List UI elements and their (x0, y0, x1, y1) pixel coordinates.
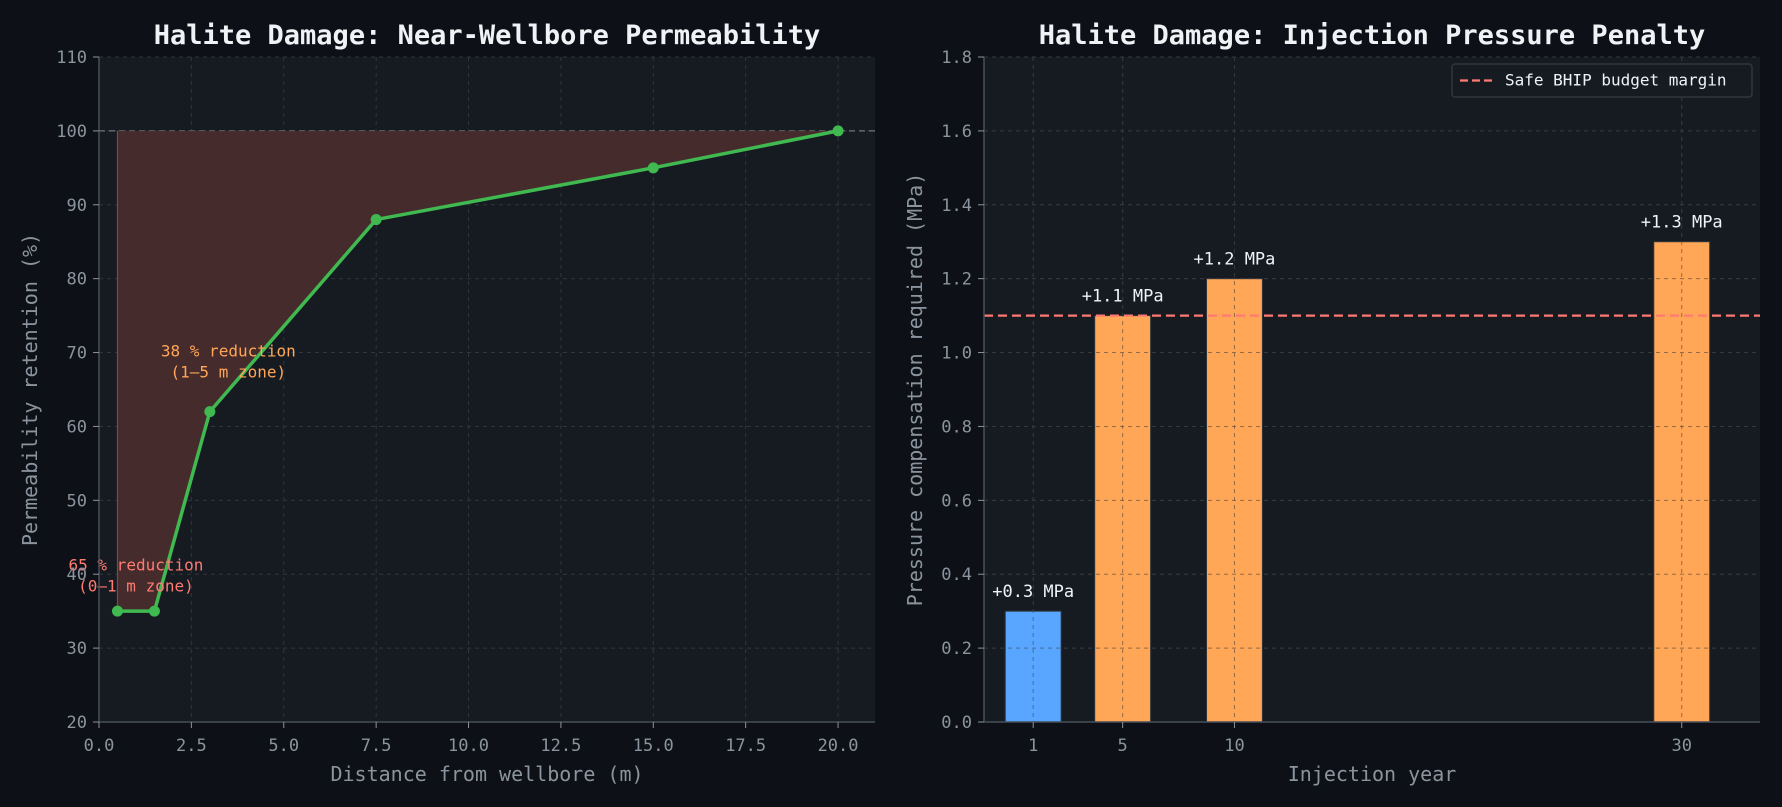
pressure-bar-value-label: +0.3 MPa (992, 582, 1074, 602)
permeability-y-tick-label: 110 (56, 48, 87, 68)
legend-threshold-label: Safe BHIP budget margin (1505, 71, 1727, 90)
pressure-y-tick-label: 0.2 (941, 639, 972, 659)
permeability-loss-area (117, 130, 839, 612)
pressure-ticks: 1 5 10 30 0.0 0.2 0.4 0.6 0.8 1.0 1.2 1.4 1.6 1.8 (941, 48, 1692, 756)
permeability-ticks: 0.0 2.5 5.0 7.5 10.0 12.5 15.0 17.5 20.0 20 30 40 50… (56, 48, 858, 756)
permeability-x-tick-label: 10.0 (448, 736, 489, 756)
pressure-bar-value-label: +1.2 MPa (1194, 250, 1276, 270)
permeability-x-tick-label: 7.5 (361, 736, 392, 756)
permeability-x-tick-label: 20.0 (818, 736, 859, 756)
pressure-y-tick-label: 1.2 (941, 270, 972, 290)
permeability-y-tick-label: 100 (56, 122, 87, 142)
pressure-chart-title: Halite Damage: Injection Pressure Penalt… (1039, 20, 1705, 51)
pressure-x-tick-label: 30 (1671, 736, 1691, 756)
permeability-line (117, 129, 839, 613)
pressure-x-axis-label: Injection year (1288, 762, 1457, 786)
pressure-penalty-chart: +0.3 MPa +1.1 MPa +1.2 MPa +1.3 MPa 1 5 10 30 0… (903, 20, 1760, 786)
permeability-x-axis-label: Distance from wellbore (m) (330, 762, 643, 786)
legend-box (1451, 63, 1753, 98)
pressure-bar-labels: +0.3 MPa +1.1 MPa +1.2 MPa +1.3 MPa (992, 213, 1722, 602)
permeability-point (111, 605, 123, 617)
pressure-y-tick-label: 1.4 (941, 196, 972, 216)
pressure-y-tick-label: 1.6 (941, 122, 972, 142)
permeability-annotations: 65 % reduction (0–1 m zone) 38 % reduction… (69, 341, 296, 595)
pressure-x-tick-label: 10 (1224, 736, 1244, 756)
permeability-point (647, 162, 659, 174)
permeability-y-tick-label: 40 (67, 565, 87, 585)
pressure-y-tick-label: 1.8 (941, 48, 972, 68)
permeability-x-tick-label: 15.0 (633, 736, 674, 756)
permeability-point (148, 605, 160, 617)
permeability-point (832, 125, 844, 137)
permeability-chart: 65 % reduction (0–1 m zone) 38 % reduction… (18, 20, 875, 786)
pressure-y-tick-label: 0.4 (941, 565, 972, 585)
pressure-y-tick-label: 0.0 (941, 713, 972, 733)
permeability-y-tick-label: 60 (67, 417, 87, 437)
permeability-x-tick-label: 12.5 (540, 736, 581, 756)
permeability-x-tick-label: 5.0 (268, 736, 299, 756)
pressure-y-tick-label: 0.8 (941, 417, 972, 437)
permeability-y-tick-label: 70 (67, 344, 87, 364)
permeability-annotation: 38 % reduction (1–5 m zone) (161, 341, 296, 381)
permeability-point (204, 406, 216, 418)
pressure-y-tick-label: 1.0 (941, 344, 972, 364)
permeability-point (370, 214, 382, 226)
pressure-legend: Safe BHIP budget margin (1451, 63, 1753, 98)
permeability-y-tick-label: 80 (67, 270, 87, 290)
pressure-axes (983, 57, 1760, 723)
pressure-bar-value-label: +1.3 MPa (1641, 213, 1723, 233)
permeability-series (111, 125, 844, 617)
permeability-y-axis-label: Permeability retention (%) (18, 233, 42, 546)
permeability-x-tick-label: 0.0 (84, 736, 115, 756)
pressure-x-tick-label: 1 (1028, 736, 1038, 756)
pressure-bar-value-label: +1.1 MPa (1082, 287, 1164, 307)
permeability-y-tick-label: 20 (67, 713, 87, 733)
permeability-chart-title: Halite Damage: Near-Wellbore Permeabilit… (154, 20, 820, 51)
pressure-y-axis-label: Pressure compensation required (MPa) (903, 173, 927, 606)
permeability-y-tick-label: 50 (67, 491, 87, 511)
permeability-y-tick-label: 30 (67, 639, 87, 659)
permeability-x-tick-label: 2.5 (176, 736, 207, 756)
permeability-y-tick-label: 90 (67, 196, 87, 216)
pressure-x-tick-label: 5 (1118, 736, 1128, 756)
pressure-bar (1094, 315, 1152, 723)
pressure-y-tick-label: 0.6 (941, 491, 972, 511)
permeability-annotation: 65 % reduction (0–1 m zone) (69, 556, 204, 596)
permeability-x-tick-label: 17.5 (725, 736, 766, 756)
